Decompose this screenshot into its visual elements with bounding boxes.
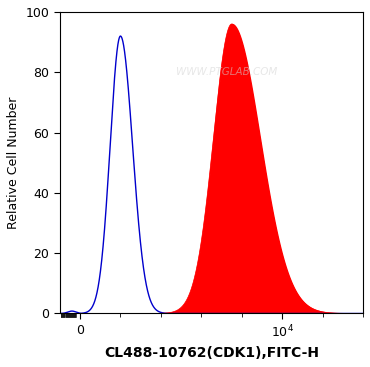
X-axis label: CL488-10762(CDK1),FITC-H: CL488-10762(CDK1),FITC-H [104,346,319,360]
Text: WWW.PTGLAB.COM: WWW.PTGLAB.COM [176,67,277,77]
Y-axis label: Relative Cell Number: Relative Cell Number [7,97,20,229]
